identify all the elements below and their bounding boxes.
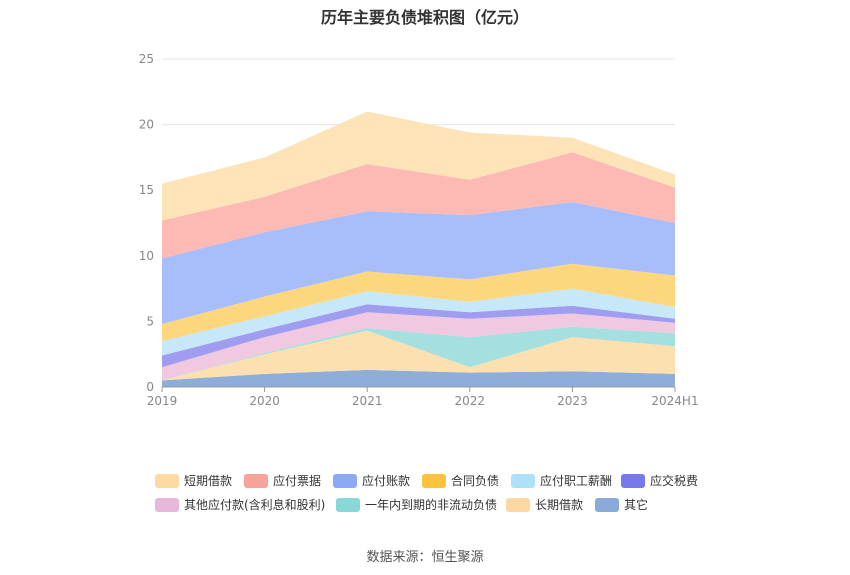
x-tick-label: 2021 [352,394,383,408]
legend-label: 应付账款 [362,473,410,488]
x-axis: 2019 2020 2021 2022 2023 2024H1 [147,386,699,408]
legend-item-一年内到期的非流动负债[interactable]: 一年内到期的非流动负债 [336,497,497,512]
y-tick-label: 15 [139,183,154,197]
legend-label: 其它 [624,497,648,512]
legend-item-其他应付款(含利息和股利)[interactable]: 其他应付款(含利息和股利) [155,497,325,512]
x-tick-label: 2024H1 [651,394,698,408]
legend-swatch [506,498,530,512]
area-series-应交税费 [162,304,675,368]
y-tick-label: 5 [146,314,154,328]
x-tick-label: 2020 [249,394,280,408]
legend-item-合同负债[interactable]: 合同负债 [422,473,499,488]
area-series-其它 [162,369,675,387]
legend-swatch [422,474,446,488]
area-series-应付票据 [162,152,675,259]
area-series-其他应付款(含利息和股利) [162,312,675,381]
y-tick-label: 25 [139,52,154,66]
legend-swatch [333,474,357,488]
legend-item-应付票据[interactable]: 应付票据 [244,473,321,488]
legend-item-其它[interactable]: 其它 [595,497,648,512]
legend-label: 短期借款 [184,474,232,488]
legend-label: 合同负债 [451,473,499,488]
area-series-应付职工薪酬 [162,288,675,356]
legend-label: 长期借款 [535,498,583,512]
legend-swatch [155,474,179,488]
area-series-应付账款 [162,202,675,324]
legend-swatch [244,474,268,488]
area-series-一年内到期的非流动负债 [162,326,675,381]
legend-item-应付账款[interactable]: 应付账款 [333,473,410,488]
legend-label: 其他应付款(含利息和股利) [184,497,325,512]
legend-label: 应付票据 [273,473,321,488]
legend-label: 一年内到期的非流动负债 [365,497,497,512]
area-series-短期借款 [162,111,675,221]
legend-item-应交税费[interactable]: 应交税费 [621,473,698,488]
area-series-合同负债 [162,263,675,342]
x-tick-label: 2023 [557,394,588,408]
legend-item-短期借款[interactable]: 短期借款 [155,474,232,488]
x-tick-label: 2022 [455,394,486,408]
y-tick-label: 0 [146,380,154,394]
legend-item-长期借款[interactable]: 长期借款 [506,498,583,512]
legend-label: 应付职工薪酬 [540,473,612,488]
y-tick-label: 20 [139,118,154,132]
legend-label: 应交税费 [650,473,698,488]
legend-item-应付职工薪酬[interactable]: 应付职工薪酬 [511,473,612,488]
legend-swatch [155,498,179,512]
data-source: 数据来源：恒生聚源 [366,550,484,565]
y-tick-label: 10 [139,249,154,263]
legend-swatch [595,498,619,512]
legend-swatch [336,498,360,512]
x-tick-label: 2019 [147,394,178,408]
area-series [162,111,675,387]
legend-swatch [621,474,645,488]
area-series-长期借款 [162,330,675,381]
legend-swatch [511,474,535,488]
chart-title: 历年主要负债堆积图（亿元） [320,8,529,27]
y-axis: 0 5 10 15 20 25 [139,52,154,394]
